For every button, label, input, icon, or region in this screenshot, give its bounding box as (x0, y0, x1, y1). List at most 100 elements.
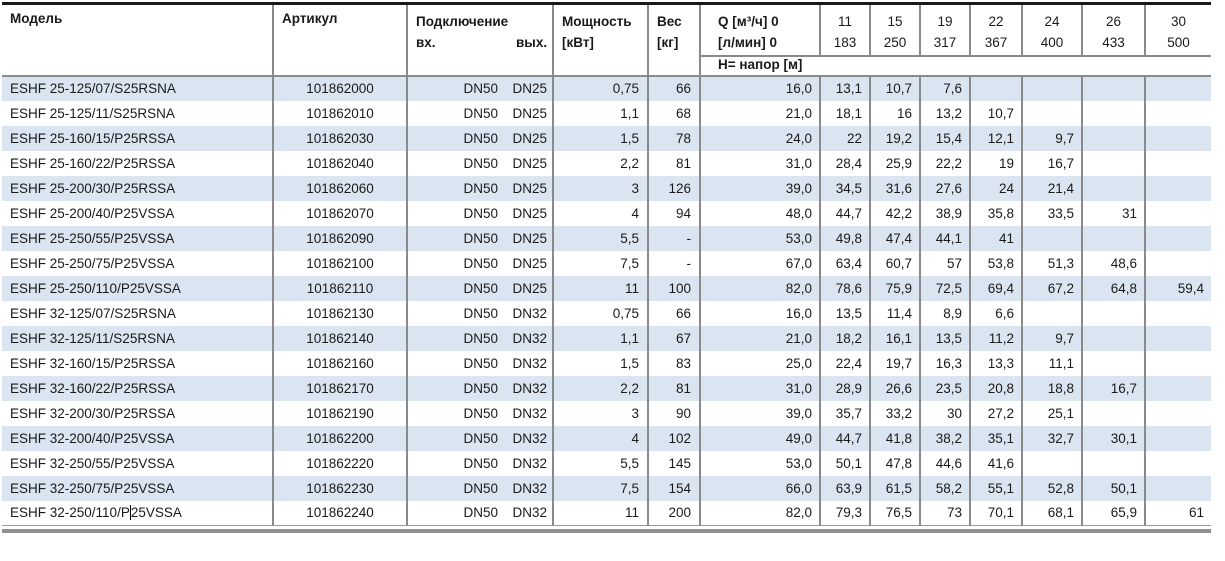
flow-m3h-value: 19 (937, 14, 953, 29)
cell-power: 2,2 (553, 375, 649, 401)
cell-head-value (1145, 326, 1211, 351)
cell-model: ESHF 32-250/55/P25VSSA (2, 450, 274, 476)
cell-article: 101862000 (273, 74, 408, 101)
cell-weight: 145 (648, 450, 701, 476)
cell-head-value (1082, 175, 1146, 201)
table-row: ESHF 32-125/07/S25RSNA 101862130 DN50 DN32 0… (2, 300, 1211, 326)
cell-model: ESHF 25-250/55/P25VSSA (2, 225, 274, 251)
flow-lmin-value: 400 (1040, 35, 1064, 50)
cell-connection-outlet: DN32 (502, 500, 554, 526)
cell-article: 101862190 (273, 400, 408, 426)
cell-head-value (1082, 325, 1146, 351)
cell-connection-outlet: DN25 (502, 74, 554, 101)
cell-head-value: 32,7 (1022, 425, 1083, 451)
cell-head-value: 68,1 (1022, 500, 1083, 526)
cell-head-value: 13,2 (920, 100, 971, 126)
cell-head-value: 42,2 (870, 200, 921, 226)
table-row: ESHF 25-125/07/S25RSNA 101862000 DN50 DN25 0… (2, 74, 1211, 101)
cell-head-value: 63,4 (820, 250, 871, 276)
cell-model: ESHF 32-200/30/P25RSSA (2, 400, 274, 426)
cell-head-value (1082, 300, 1146, 326)
cell-article: 101862110 (273, 275, 408, 301)
cell-model: ESHF 32-125/11/S25RSNA (2, 325, 274, 351)
cell-head-value: 67,2 (1022, 275, 1083, 301)
cell-model: ESHF 32-125/07/S25RSNA (2, 300, 274, 326)
cell-article: 101862070 (273, 200, 408, 226)
cell-head-value: 26,6 (870, 375, 921, 401)
cell-head-value: 25,1 (1022, 400, 1083, 426)
cell-head-value: 25,0 (700, 350, 821, 376)
cell-connection-inlet: DN50 (463, 255, 498, 271)
cell-weight: 81 (648, 375, 701, 401)
table-row: ESHF 32-250/55/P25VSSA 101862220 DN50 DN32 5… (2, 450, 1211, 476)
cell-connection-outlet: DN32 (502, 425, 554, 451)
cell-head-value: 50,1 (1082, 475, 1146, 501)
cell-head-value: 61 (1145, 500, 1211, 526)
flow-m3h-value: 26 (1105, 14, 1122, 29)
cell-head-value: 39,0 (700, 175, 821, 201)
cell-head-value (1082, 350, 1146, 376)
cell-power: 1,1 (553, 100, 649, 126)
head-row-label: H= напор [м] (700, 54, 1211, 76)
cell-head-value (1022, 74, 1083, 101)
cell-article: 101862030 (273, 125, 408, 151)
cell-weight: 90 (648, 400, 701, 426)
col-header-connection: Подключение вх. вых. (407, 3, 554, 76)
cell-head-value: 19,2 (870, 125, 921, 151)
cell-head-value: 48,6 (1082, 250, 1146, 276)
cell-head-value: 41,6 (970, 450, 1023, 476)
cell-head-value: 16,0 (700, 300, 821, 326)
header-row-flow: Модель Артикул Подключение вх. вых. Мощн… (2, 3, 1211, 76)
cell-weight: 126 (648, 175, 701, 201)
cell-head-value: 13,1 (820, 74, 871, 101)
col-header-flow-24: 24 400 (1022, 3, 1083, 56)
cell-head-value: 9,7 (1022, 125, 1083, 151)
cell-head-value: 79,3 (820, 500, 871, 526)
cell-connection-inlet: DN50 (463, 455, 498, 471)
cell-head-value: 13,5 (820, 300, 871, 326)
cell-connection-inlet: DN50 (463, 380, 498, 396)
cell-head-value (1145, 401, 1211, 426)
cell-head-value (1022, 300, 1083, 326)
cell-power: 1,5 (553, 350, 649, 376)
cell-head-value (1022, 450, 1083, 476)
cell-weight: 78 (648, 125, 701, 151)
cell-head-value: 31 (1082, 200, 1146, 226)
cell-power: 5,5 (553, 225, 649, 251)
catalog-table-page: Модель Артикул Подключение вх. вых. Мощн… (2, 2, 1211, 533)
cell-head-value: 30,1 (1082, 425, 1146, 451)
cell-head-value: 66,0 (700, 475, 821, 501)
table-row: ESHF 25-160/15/P25RSSA 101862030 DN50 DN25 1… (2, 125, 1211, 151)
cell-connection-inlet: DN50 (463, 130, 498, 146)
cell-head-value: 63,9 (820, 475, 871, 501)
cell-head-value: 58,2 (920, 475, 971, 501)
cell-head-value (1145, 126, 1211, 151)
cell-head-value (1145, 451, 1211, 476)
cell-head-value: 13,3 (970, 350, 1023, 376)
table-row: ESHF 32-160/15/P25RSSA 101862160 DN50 DN32 1… (2, 350, 1211, 376)
cell-connection-inlet: DN50 (463, 205, 498, 221)
cell-head-value: 19 (970, 150, 1023, 176)
cell-head-value: 25,9 (870, 150, 921, 176)
cell-head-value: 47,4 (870, 225, 921, 251)
cell-head-value (1082, 150, 1146, 176)
cell-head-value: 50,1 (820, 450, 871, 476)
table-row: ESHF 32-160/22/P25RSSA 101862170 DN50 DN32 2… (2, 375, 1211, 401)
flow-m3h-value: 22 (988, 14, 1004, 29)
flow-m3h-value: 24 (1044, 14, 1060, 29)
pump-spec-table: Модель Артикул Подключение вх. вых. Мощн… (2, 2, 1211, 526)
cell-connection-outlet: DN32 (502, 475, 554, 501)
cell-connection-outlet: DN32 (502, 375, 554, 401)
cell-head-value: 57 (920, 250, 971, 276)
cell-head-value (1145, 426, 1211, 451)
cell-head-value (1145, 176, 1211, 201)
cell-head-value: 82,0 (700, 275, 821, 301)
cell-power: 2,2 (553, 150, 649, 176)
cell-head-value: 49,8 (820, 225, 871, 251)
table-row: ESHF 25-200/30/P25RSSA 101862060 DN50 DN25 3… (2, 175, 1211, 201)
cell-connection-inlet: DN50 (463, 480, 498, 496)
cell-weight: 154 (648, 475, 701, 501)
col-header-power: Мощность [кВт] (553, 3, 649, 76)
cell-model: ESHF 32-200/40/P25VSSA (2, 425, 274, 451)
cell-weight: 94 (648, 200, 701, 226)
